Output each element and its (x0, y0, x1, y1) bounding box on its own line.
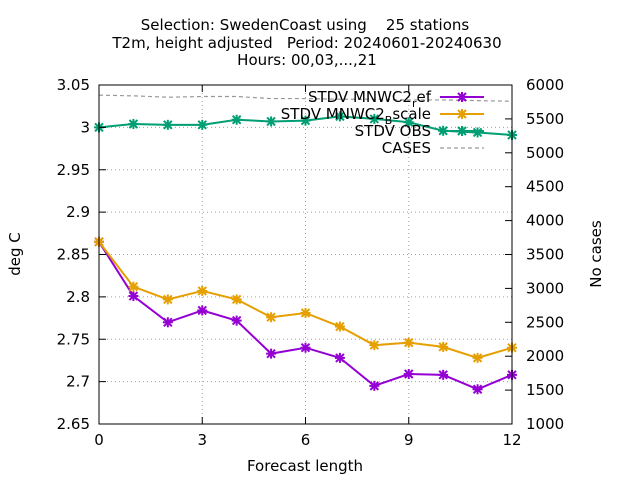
legend-label: STDV MNWC2Bscale (281, 105, 431, 127)
x-axis-label: Forecast length (247, 457, 363, 475)
y2-tick-label: 5500 (526, 110, 564, 128)
chart-title: Selection: SwedenCoast using 25 stations… (111, 16, 501, 69)
y2-tick-label: 3500 (526, 246, 564, 264)
y2-tick-label: 4500 (526, 178, 564, 196)
y2-tick-label: 4000 (526, 212, 564, 230)
y2-tick-label: 2000 (526, 347, 564, 365)
data-point (438, 369, 449, 380)
legend-label: STDV OBS (355, 122, 431, 140)
data-point (128, 291, 139, 302)
y-tick-label: 2.9 (66, 203, 90, 221)
y-tick-label: 2.7 (66, 373, 90, 391)
y-tick-label: 2.65 (57, 415, 90, 433)
y-tick-label: 2.75 (57, 330, 90, 348)
y2-tick-label: 1000 (526, 415, 564, 433)
data-point (369, 340, 380, 351)
data-point (162, 294, 173, 305)
title-line-1: Selection: SwedenCoast using 25 stations (141, 16, 470, 34)
data-point (472, 352, 483, 363)
axis-ticks: 0 3 6 9 12 2.65 2.7 2.75 2.8 2.85 2.9 2.95 3 3.05 1000… (57, 76, 565, 449)
data-point (266, 312, 277, 323)
data-point (300, 342, 311, 353)
y2-tick-label: 2500 (526, 313, 564, 331)
y-tick-label: 3.05 (57, 76, 90, 94)
y-axis-label: deg C (6, 232, 24, 276)
y-tick-label: 2.8 (66, 288, 90, 306)
x-tick-label: 12 (502, 431, 521, 449)
data-point (369, 380, 380, 391)
data-point (266, 116, 277, 127)
data-point (300, 115, 311, 126)
data-point (266, 348, 277, 359)
data-point (369, 113, 380, 124)
y2-axis-label: No cases (587, 220, 605, 288)
series-line-1 (98, 241, 513, 359)
y2-tick-label: 6000 (526, 76, 564, 94)
legend-marker (457, 126, 467, 136)
y2-tick-label: 5000 (526, 144, 564, 162)
legend-marker (457, 109, 467, 119)
data-point (403, 368, 414, 379)
data-point (128, 118, 139, 129)
x-tick-label: 9 (404, 431, 414, 449)
grid (99, 85, 512, 424)
legend-label: STDV MNWC2ref (308, 88, 432, 110)
data-point (162, 119, 173, 130)
data-point (403, 337, 414, 348)
data-point (334, 352, 345, 363)
legend-marker (457, 92, 467, 102)
data-point (197, 119, 208, 130)
data-point (300, 307, 311, 318)
data-point (472, 384, 483, 395)
data-point (231, 315, 242, 326)
y2-tick-label: 1500 (526, 381, 564, 399)
data-point (438, 341, 449, 352)
y-tick-label: 2.85 (57, 246, 90, 264)
data-point (334, 111, 345, 122)
title-line-2: T2m, height adjusted Period: 20240601-20… (111, 34, 501, 52)
data-point (197, 305, 208, 316)
data-point (197, 285, 208, 296)
data-point (403, 117, 414, 128)
y-tick-label: 2.95 (57, 161, 90, 179)
cases-layer (98, 94, 513, 102)
y-tick-label: 3 (80, 118, 90, 136)
data-point (472, 127, 483, 138)
x-tick-label: 3 (197, 431, 207, 449)
data-point (162, 317, 173, 328)
series-layer (94, 111, 517, 395)
series-line-3 (98, 94, 513, 102)
y2-tick-label: 3000 (526, 279, 564, 297)
x-tick-label: 6 (301, 431, 311, 449)
data-point (334, 321, 345, 332)
data-point (128, 281, 139, 292)
legend-label: CASES (382, 139, 431, 157)
data-point (231, 114, 242, 125)
title-line-3: Hours: 00,03,...,21 (237, 51, 377, 69)
x-tick-label: 0 (94, 431, 104, 449)
data-point (231, 294, 242, 305)
